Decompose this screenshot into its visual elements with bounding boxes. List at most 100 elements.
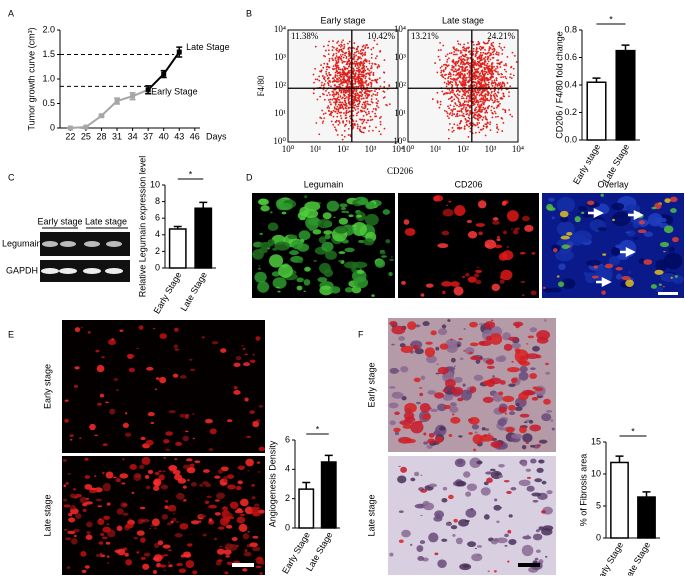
tissue-blob <box>172 512 176 515</box>
tissue-blob <box>473 273 480 278</box>
tissue-blob <box>136 530 145 536</box>
tissue-blob <box>485 359 495 365</box>
tissue-blob <box>465 508 477 518</box>
tissue-blob <box>324 234 331 240</box>
flow-dot <box>443 81 446 84</box>
flow-dot <box>379 120 382 123</box>
tissue-blob <box>146 366 154 371</box>
flow-dot <box>479 93 482 96</box>
flow-dot <box>356 75 359 78</box>
tissue-blob <box>351 222 367 237</box>
tissue-blob <box>192 437 195 440</box>
flow-dot <box>511 51 514 54</box>
tissue-blob <box>254 503 260 507</box>
flow-dot <box>489 121 492 124</box>
tissue-blob <box>154 471 160 476</box>
tissue-blob <box>139 506 146 510</box>
flow-dot <box>465 49 468 52</box>
tissue-blob <box>224 571 229 575</box>
tissue-blob <box>143 553 148 557</box>
tissue-blob <box>493 504 502 511</box>
tissue-blob <box>321 241 334 252</box>
tissue-blob <box>418 506 421 508</box>
tissue-blob <box>454 205 466 216</box>
flow-dot <box>463 55 466 58</box>
tissue-blob <box>341 210 347 213</box>
tissue-blob <box>425 355 437 364</box>
tissue-blob <box>89 423 96 431</box>
flow-dot <box>467 120 470 122</box>
tissue-blob <box>125 559 133 566</box>
tissue-blob <box>69 438 73 441</box>
tissue-blob <box>672 275 684 284</box>
tissue-blob <box>63 528 68 531</box>
flow-dot <box>493 107 495 110</box>
gel-row: Legumain <box>2 238 42 248</box>
flow-dot <box>346 90 349 93</box>
flow-dot <box>348 93 351 96</box>
flow-dot <box>373 39 376 42</box>
flow-dot <box>339 95 342 97</box>
flow-dot <box>504 109 507 112</box>
flow-dot <box>329 98 332 101</box>
flow-dot <box>491 71 494 74</box>
bar <box>298 488 315 529</box>
flow-dot <box>456 124 459 127</box>
flow-dot <box>447 73 450 76</box>
tissue-blob <box>249 542 258 548</box>
flow-dot <box>492 101 495 104</box>
quadrant-value: 10.42% <box>367 31 395 41</box>
y-tick-label: 15 <box>591 436 601 446</box>
flow-dot <box>469 127 472 130</box>
flow-dot <box>370 71 373 74</box>
tissue-blob <box>529 424 542 432</box>
tissue-blob <box>490 441 502 448</box>
flow-dot <box>482 83 485 86</box>
tissue-blob <box>214 512 221 516</box>
tissue-blob <box>497 418 507 426</box>
tissue-blob <box>506 210 519 222</box>
tissue-blob <box>450 281 460 287</box>
tissue-blob <box>508 539 517 546</box>
flow-dot <box>342 88 345 91</box>
flow-dot <box>348 55 350 57</box>
flow-dot <box>363 71 365 73</box>
tissue-blob <box>116 389 119 391</box>
flow-dot <box>477 71 480 73</box>
flow-dot <box>338 77 340 79</box>
flow-dot <box>455 74 457 77</box>
flow-dot <box>327 44 330 47</box>
flow-dot <box>337 80 339 83</box>
tissue-blob <box>519 426 527 434</box>
flow-dot <box>339 58 342 60</box>
flow-dot <box>461 95 464 98</box>
flow-dot <box>503 64 506 67</box>
point <box>176 49 182 55</box>
flow-dot <box>437 55 440 58</box>
tissue-blob <box>512 321 524 327</box>
flow-dot <box>491 67 494 70</box>
flow-dot <box>365 121 368 124</box>
tissue-blob <box>543 398 551 405</box>
tissue-blob <box>420 515 423 517</box>
flow-dot <box>326 106 329 109</box>
tissue-blob <box>492 220 500 225</box>
flow-dot <box>452 89 455 92</box>
flow-dot <box>501 117 504 120</box>
tissue-blob <box>450 338 453 341</box>
flow-dot <box>458 72 460 75</box>
tissue-blob <box>457 397 464 402</box>
y-tick-label: 4 <box>155 229 160 239</box>
flow-dot <box>500 76 503 79</box>
flow-dot <box>357 85 360 88</box>
flow-dot <box>473 83 476 86</box>
flow-dot <box>374 112 377 115</box>
flow-dot <box>353 77 356 80</box>
flow-dot <box>327 105 330 108</box>
flow-dot <box>335 52 338 55</box>
tissue-blob <box>450 416 461 424</box>
flow-dot <box>369 115 372 118</box>
flow-dot <box>480 70 483 73</box>
tissue-blob <box>401 280 406 285</box>
flow-dot <box>360 88 363 91</box>
